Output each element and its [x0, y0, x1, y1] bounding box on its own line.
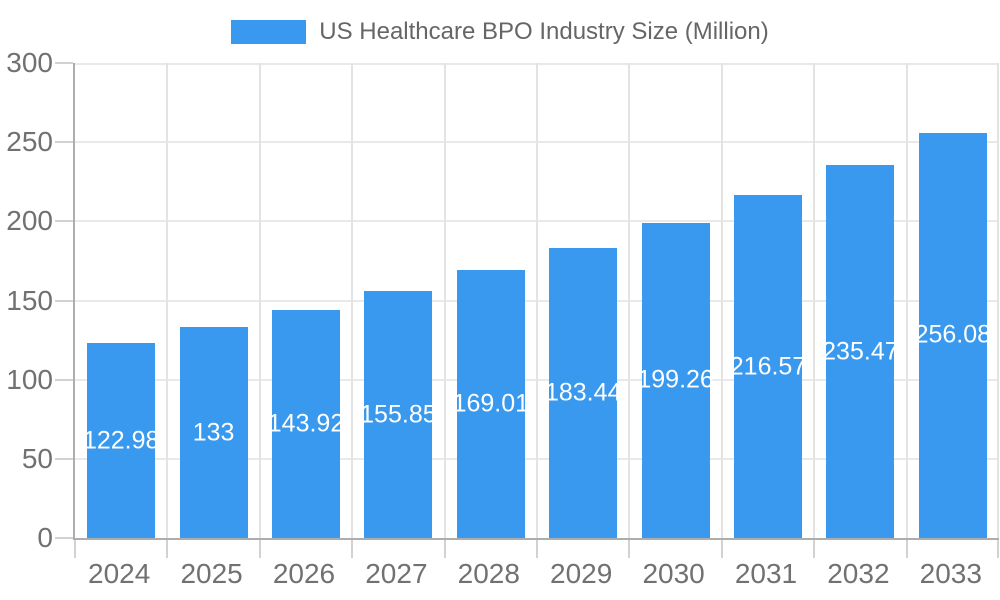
bar-2027: 155.85 — [360, 291, 437, 538]
x-tick-mark — [628, 540, 631, 558]
bar-2033: 256.08 — [915, 132, 991, 538]
y-axis-tick-label: 200 — [6, 205, 53, 237]
x-axis-tick-label: 2032 — [827, 558, 890, 589]
x-tick-mark — [166, 540, 169, 558]
x-axis-tick-label: 2031 — [734, 558, 798, 589]
bar-2030: 199.26 — [637, 222, 714, 538]
x-gridline — [351, 63, 354, 538]
bar-2024: 122.98 — [83, 343, 159, 538]
x-gridline — [166, 63, 169, 538]
bar-value-label: 256.08 — [914, 320, 992, 349]
x-axis-tick-label: 2029 — [550, 558, 613, 589]
bar-2025: 133 — [179, 327, 248, 538]
bar-value-label: 122.98 — [82, 426, 160, 455]
bar-value-label: 216.57 — [729, 352, 807, 381]
y-axis-tick-label: 0 — [37, 522, 53, 553]
y-tick-mark — [55, 141, 73, 144]
x-gridline — [443, 63, 446, 538]
x-axis-tick-label: 2028 — [457, 558, 520, 589]
bar-value-label: 235.47 — [822, 337, 899, 366]
y-tick-mark — [55, 62, 73, 64]
bar-2028: 169.01 — [453, 270, 529, 538]
x-axis-tick-label: 2033 — [919, 558, 982, 589]
bar-2026: 143.92 — [268, 310, 344, 538]
legend-label: US Healthcare BPO Industry Size (Million… — [319, 18, 769, 45]
x-tick-mark — [905, 540, 908, 558]
y-tick-mark — [55, 537, 73, 539]
x-axis-tick-label: 2026 — [272, 558, 336, 589]
y-tick-mark — [55, 378, 73, 381]
y-tick-mark — [55, 299, 73, 302]
y-axis-tick-label: 50 — [21, 442, 53, 474]
y-axis-tick-label: 150 — [6, 284, 53, 316]
x-axis-tick-label: 2027 — [365, 558, 428, 589]
x-tick-mark — [720, 540, 723, 558]
x-gridline — [536, 63, 538, 538]
y-axis-tick-label: 250 — [6, 126, 53, 158]
bar-2031: 216.57 — [730, 195, 806, 538]
x-tick-mark — [443, 540, 446, 558]
legend-swatch-icon — [231, 20, 307, 44]
x-axis-tick-label: 2030 — [642, 558, 705, 589]
x-tick-mark — [74, 540, 76, 558]
bar-value-label: 199.26 — [637, 365, 714, 394]
bar-2032: 235.47 — [822, 165, 899, 538]
y-tick-mark — [55, 457, 73, 460]
x-axis-tick-label: 2025 — [180, 558, 243, 589]
chart-legend[interactable]: US Healthcare BPO Industry Size (Million… — [0, 18, 1000, 46]
bar-value-label: 183.44 — [544, 378, 622, 407]
x-tick-mark — [351, 540, 354, 558]
x-tick-mark — [258, 540, 261, 558]
plot-area: 122.98 133 143.92 155.85 169.01 183.44 199.26 2… — [73, 63, 999, 540]
bar-value-label: 155.85 — [360, 400, 437, 429]
x-gridline — [813, 63, 816, 538]
y-tick-mark — [55, 220, 73, 223]
bar-value-label: 169.01 — [452, 389, 530, 418]
x-tick-mark — [536, 540, 538, 558]
y-axis-tick-label: 300 — [6, 47, 53, 78]
x-tick-mark — [997, 540, 999, 558]
bar-value-label: 143.92 — [267, 409, 345, 438]
bar-2029: 183.44 — [545, 247, 621, 538]
x-axis-tick-label: 2024 — [88, 558, 151, 589]
x-tick-mark — [813, 540, 816, 558]
x-gridline — [258, 63, 261, 538]
x-gridline — [997, 63, 999, 538]
x-gridline — [628, 63, 631, 538]
x-gridline — [905, 63, 908, 538]
x-gridline — [720, 63, 723, 538]
bar-value-label: 133 — [192, 418, 235, 447]
y-axis-tick-label: 100 — [6, 363, 53, 395]
